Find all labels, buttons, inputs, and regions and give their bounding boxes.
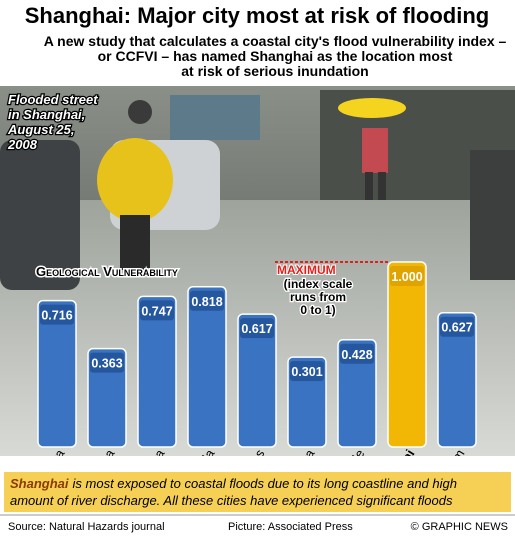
- bar: [387, 261, 427, 448]
- note-line: Shanghai is most exposed to coastal flood…: [10, 476, 457, 491]
- max-note: runs from: [290, 290, 346, 304]
- note-line: amount of river discharge. All these cit…: [10, 493, 453, 508]
- bar: [37, 299, 77, 448]
- bar: [137, 295, 177, 448]
- value-label-bg: [290, 361, 324, 382]
- value-label-bg: [190, 290, 224, 311]
- value-label: 0.627: [441, 321, 472, 335]
- value-label-bg: [40, 304, 74, 325]
- value-label-bg: [140, 300, 174, 321]
- chart-title: Geological Vulnerability: [36, 264, 178, 279]
- subtitle-line: at risk of serious inundation: [181, 63, 368, 79]
- caption-line: Flooded street: [8, 92, 98, 107]
- value-label-bg: [440, 316, 474, 337]
- source: Source: Natural Hazards journal: [8, 521, 165, 533]
- value-label-bg: [390, 266, 424, 286]
- note-lead: Shanghai: [10, 476, 69, 491]
- value-label: 1.000: [391, 270, 422, 284]
- caption-line: 2008: [7, 137, 38, 152]
- value-label: 0.617: [241, 322, 272, 336]
- note-text: is most exposed to coastal floods due to…: [73, 476, 457, 491]
- value-label: 0.747: [141, 304, 172, 318]
- value-label: 0.301: [291, 365, 322, 379]
- picture-credit: Picture: Associated Press: [228, 521, 353, 533]
- note: Shanghai is most exposed to coastal flood…: [10, 476, 457, 508]
- bar: [437, 311, 477, 448]
- max-label: MAXIMUM: [277, 263, 336, 277]
- max-note: (index scale: [284, 277, 353, 291]
- subtitle-line: A new study that calculates a coastal ci…: [44, 33, 507, 49]
- bar: [187, 286, 227, 448]
- bar: [87, 347, 127, 448]
- title: Shanghai: Major city most at risk of flo…: [25, 3, 489, 28]
- caption-line: in Shanghai,: [8, 107, 85, 122]
- bar: [237, 313, 277, 448]
- note-box: [4, 472, 511, 512]
- max-note: 0 to 1): [300, 303, 335, 317]
- copyright: © GRAPHIC NEWS: [411, 521, 508, 533]
- header-bg: [0, 0, 515, 86]
- value-label-bg: [90, 352, 124, 373]
- caption-line: August 25,: [7, 122, 74, 137]
- value-label-bg: [340, 343, 374, 364]
- bar: [337, 339, 377, 448]
- subtitle-line: or CCFVI – has named Shanghai as the loc…: [98, 48, 453, 64]
- value-label: 0.818: [191, 295, 222, 309]
- value-label: 0.428: [341, 348, 372, 362]
- value-label: 0.716: [41, 309, 72, 323]
- value-label: 0.363: [91, 357, 122, 371]
- subtitle: A new study that calculates a coastal ci…: [44, 33, 507, 79]
- value-label-bg: [240, 318, 274, 339]
